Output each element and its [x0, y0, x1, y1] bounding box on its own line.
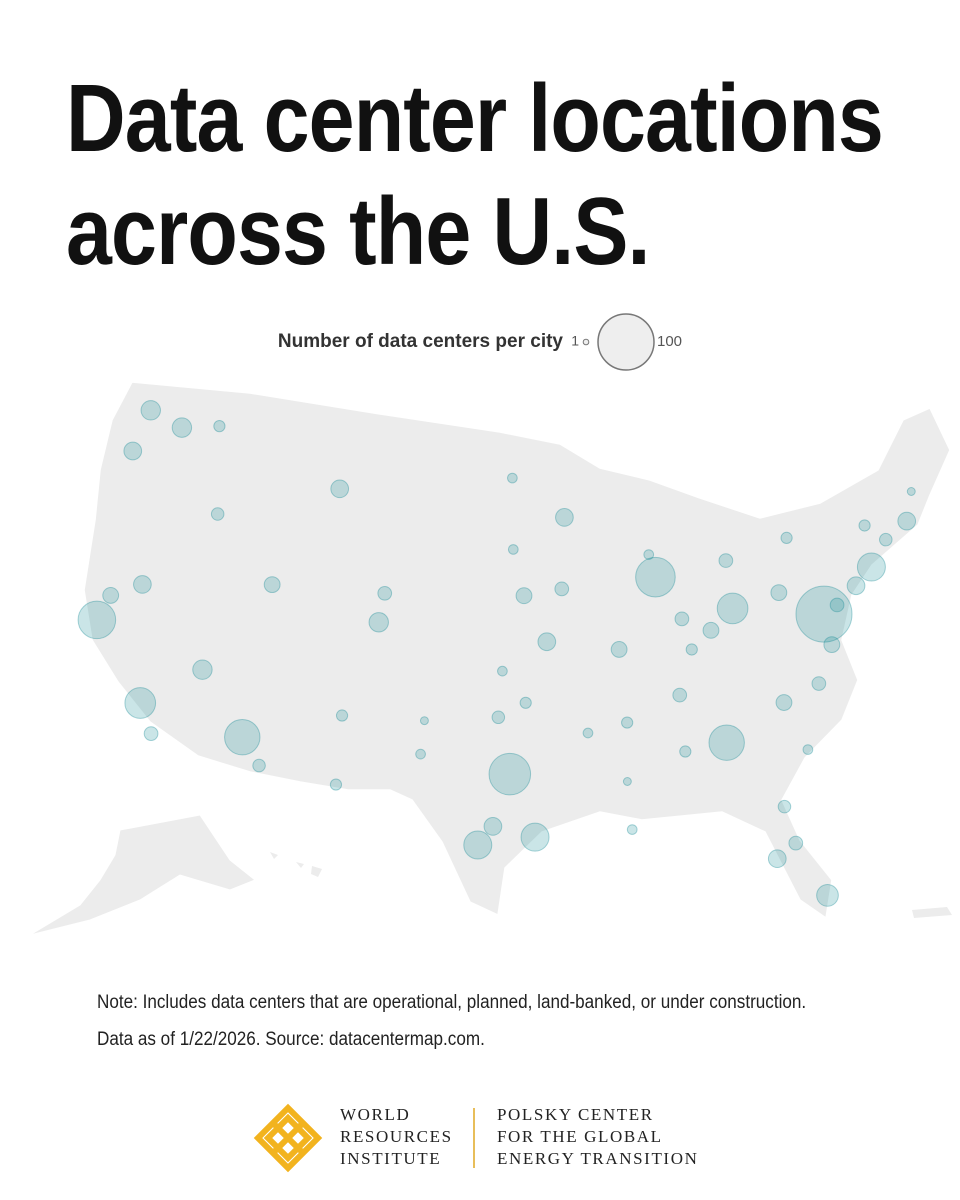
city-bubble [224, 718, 261, 756]
legend-circle [597, 313, 655, 371]
city-bubble [788, 835, 804, 851]
city-bubble [846, 576, 866, 596]
city-bubble [77, 600, 117, 640]
city-bubble [672, 687, 688, 703]
city-bubble [767, 849, 787, 869]
city-bubble [491, 710, 506, 725]
logo-line: RESOURCES [340, 1127, 453, 1146]
city-bubble [823, 636, 841, 654]
city-bubble [816, 884, 839, 907]
city-bubble [610, 641, 628, 658]
city-bubble [635, 556, 676, 598]
city-bubble [708, 724, 745, 761]
legend: Number of data centers per city 1 100 [278, 313, 682, 371]
polsky-wordmark: POLSKY CENTER FOR THE GLOBAL ENERGY TRANSI… [497, 1105, 698, 1168]
logo-line: ENERGY TRANSITION [497, 1149, 698, 1168]
city-bubble [213, 420, 226, 433]
city-bubble [140, 400, 161, 421]
city-bubble [123, 441, 143, 461]
city-bubble [770, 584, 788, 602]
city-bubble [171, 417, 193, 438]
city-bubble [368, 612, 389, 633]
legend-min-label: 1 [571, 333, 579, 349]
city-bubble [702, 621, 720, 639]
city-bubble [520, 822, 550, 852]
city-bubble [829, 597, 845, 613]
city-bubble [537, 632, 557, 652]
city-bubble [554, 581, 570, 597]
legend-title: Number of data centers per city [278, 331, 564, 352]
city-bubble [780, 531, 793, 545]
city-bubble [463, 830, 493, 860]
city-bubble [811, 676, 827, 691]
city-bubble [102, 586, 120, 604]
city-bubble [775, 694, 793, 711]
wri-icon [253, 1103, 323, 1173]
city-bubble [252, 758, 266, 773]
city-bubble [143, 726, 159, 741]
note-line: Data as of 1/22/2026. Source: datacenter… [97, 1029, 485, 1050]
logo-line: FOR THE GLOBAL [497, 1127, 663, 1146]
city-bubble [497, 665, 508, 677]
city-bubble [483, 817, 503, 836]
city-bubble [555, 508, 574, 527]
city-bubble [897, 511, 917, 531]
city-bubble [419, 716, 429, 726]
logo-line: INSTITUTE [340, 1149, 441, 1168]
city-bubble [192, 659, 213, 680]
note-line: Note: Includes data centers that are ope… [97, 992, 807, 1013]
city-bubble [507, 472, 518, 484]
city-bubble [124, 687, 157, 719]
city-bubble [415, 748, 426, 760]
legend-max-label: 100 [657, 333, 682, 350]
map: Number of data centers per city 1 100 [29, 313, 952, 936]
logo-line: WORLD [340, 1105, 410, 1124]
city-bubble [795, 585, 853, 643]
city-bubble [329, 778, 343, 791]
city-bubble [582, 727, 594, 739]
city-bubble [879, 532, 893, 547]
city-bubble [718, 553, 734, 568]
city-bubble [626, 824, 638, 835]
city-bubble [622, 777, 632, 786]
city-bubble [263, 576, 281, 594]
city-bubble [802, 744, 814, 755]
city-bubble [488, 752, 532, 796]
city-bubble [133, 575, 152, 594]
city-bubble [856, 552, 886, 582]
logos: WORLD RESOURCES INSTITUTE POLSKY CENTER FOR… [253, 1103, 698, 1173]
city-bubble [906, 487, 916, 496]
city-bubble [621, 716, 634, 729]
legend-circle [582, 338, 590, 346]
city-bubble [330, 479, 350, 499]
hawaii-outline [270, 852, 952, 918]
wri-wordmark: WORLD RESOURCES INSTITUTE [340, 1105, 453, 1168]
city-bubble [515, 587, 533, 605]
city-bubble [335, 709, 349, 722]
city-bubble [210, 507, 225, 521]
us-outline [83, 381, 951, 920]
city-bubble [519, 696, 532, 709]
bubbles [77, 400, 917, 907]
alaska-outline [29, 814, 256, 936]
chart-title: Data center locations across the U.S. [66, 65, 884, 285]
city-bubble [858, 519, 871, 532]
city-bubble [679, 745, 692, 758]
logo-line: POLSKY CENTER [497, 1105, 654, 1124]
city-bubble [685, 643, 698, 656]
city-bubble [777, 799, 792, 814]
city-bubble [507, 544, 519, 555]
city-bubble [643, 549, 655, 560]
city-bubble [674, 611, 690, 627]
city-bubble [377, 585, 393, 601]
city-bubble [716, 592, 749, 625]
